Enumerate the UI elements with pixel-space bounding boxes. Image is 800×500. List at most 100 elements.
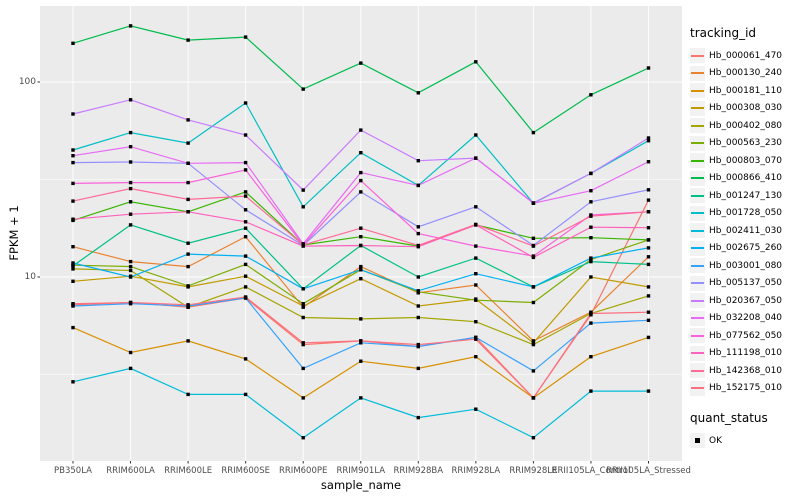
data-point <box>416 91 420 95</box>
legend-key-line <box>690 188 705 204</box>
data-point <box>128 366 133 371</box>
legend-entry-label: Hb_152175_010 <box>709 383 783 394</box>
data-point <box>531 130 536 135</box>
data-point <box>474 60 478 64</box>
data-point <box>359 128 363 132</box>
legend-entry-label: Hb_001728_050 <box>709 208 783 219</box>
legend-key-line <box>690 65 705 81</box>
data-point <box>474 355 478 359</box>
data-point <box>589 355 593 359</box>
x-tick-label: RRIM600LA <box>106 466 155 476</box>
legend-key-line <box>690 293 705 309</box>
data-point <box>71 279 75 283</box>
data-point <box>71 217 75 221</box>
data-point <box>243 392 248 397</box>
data-point <box>71 148 75 152</box>
data-point <box>71 112 75 116</box>
data-point <box>128 180 133 185</box>
data-point <box>243 274 248 278</box>
legend-entry: Hb_005137_050 <box>690 275 800 293</box>
data-point <box>474 156 478 160</box>
data-point <box>186 180 190 185</box>
legend-key-line <box>690 205 705 221</box>
data-point <box>128 130 133 135</box>
data-point <box>359 170 363 175</box>
legend-key-line <box>690 83 705 99</box>
x-axis-title: sample_name <box>320 478 402 492</box>
data-point <box>416 342 420 347</box>
data-point <box>186 118 190 122</box>
data-point <box>359 235 363 239</box>
data-point <box>589 311 593 316</box>
data-point <box>416 275 420 279</box>
data-point <box>186 38 190 42</box>
data-point <box>359 190 363 194</box>
legend-color-entries: Hb_000061_470 Hb_000130_240 Hb_000181_110 H… <box>690 47 800 397</box>
data-point <box>589 236 593 240</box>
legend-key-line <box>690 345 705 361</box>
legend-key-line <box>690 328 705 344</box>
legend-entry: Hb_001728_050 <box>690 205 800 223</box>
legend-key-line <box>690 275 705 291</box>
data-point <box>646 389 651 393</box>
data-point <box>589 225 593 229</box>
data-point <box>186 161 190 165</box>
data-point <box>531 300 536 305</box>
data-point <box>243 194 248 198</box>
data-point <box>531 339 536 343</box>
data-point <box>646 198 651 202</box>
data-point <box>531 436 536 440</box>
data-point <box>186 141 190 145</box>
legend-entry-label: Hb_001247_130 <box>709 190 783 201</box>
x-tick-label: RRIM901LA <box>336 466 386 476</box>
legend-entry-label: Hb_032208_040 <box>709 313 783 324</box>
data-point <box>531 255 536 260</box>
legend-entry-label: Hb_142368_010 <box>709 365 783 376</box>
data-point <box>646 310 651 314</box>
data-point <box>416 344 420 349</box>
data-point <box>646 210 651 214</box>
legend-entry-label: Hb_000402_080 <box>709 120 783 131</box>
data-point <box>474 205 478 209</box>
legend-shape-entry: OK <box>690 432 800 450</box>
data-point <box>531 201 536 205</box>
legend-shape-section: quant_status OK <box>690 411 800 450</box>
data-point <box>243 133 248 137</box>
data-point <box>71 181 75 186</box>
data-point <box>186 303 190 307</box>
data-point <box>243 168 248 172</box>
data-point <box>301 396 305 400</box>
data-point <box>359 61 363 65</box>
legend-entry-label: Hb_000181_110 <box>709 85 783 96</box>
data-point <box>359 264 363 269</box>
data-point <box>301 341 305 345</box>
data-point <box>71 199 75 203</box>
data-point <box>416 159 420 163</box>
data-point <box>301 315 305 320</box>
data-point <box>589 189 593 193</box>
data-point <box>186 197 190 202</box>
legend-entry-label: Hb_003001_080 <box>709 260 783 271</box>
data-point <box>416 366 420 371</box>
data-point <box>301 205 305 209</box>
x-tick-label: RRIM600SE <box>221 466 270 476</box>
data-point <box>71 380 75 384</box>
data-point <box>71 267 75 271</box>
legend-entry-label: Hb_000563_230 <box>709 138 783 149</box>
data-point <box>359 396 363 400</box>
data-point <box>589 93 593 97</box>
data-point <box>71 264 75 268</box>
data-point <box>301 188 305 192</box>
x-tick-label: RRIM600PE <box>279 466 328 476</box>
data-point <box>243 35 248 39</box>
legend-entry-label: Hb_111198_010 <box>709 348 783 359</box>
data-point <box>646 255 651 259</box>
data-point <box>474 222 478 227</box>
legend-entry: Hb_003001_080 <box>690 257 800 275</box>
data-point <box>186 284 190 288</box>
legend-entry: Hb_000181_110 <box>690 82 800 100</box>
data-point <box>416 225 420 229</box>
data-point <box>416 415 420 420</box>
